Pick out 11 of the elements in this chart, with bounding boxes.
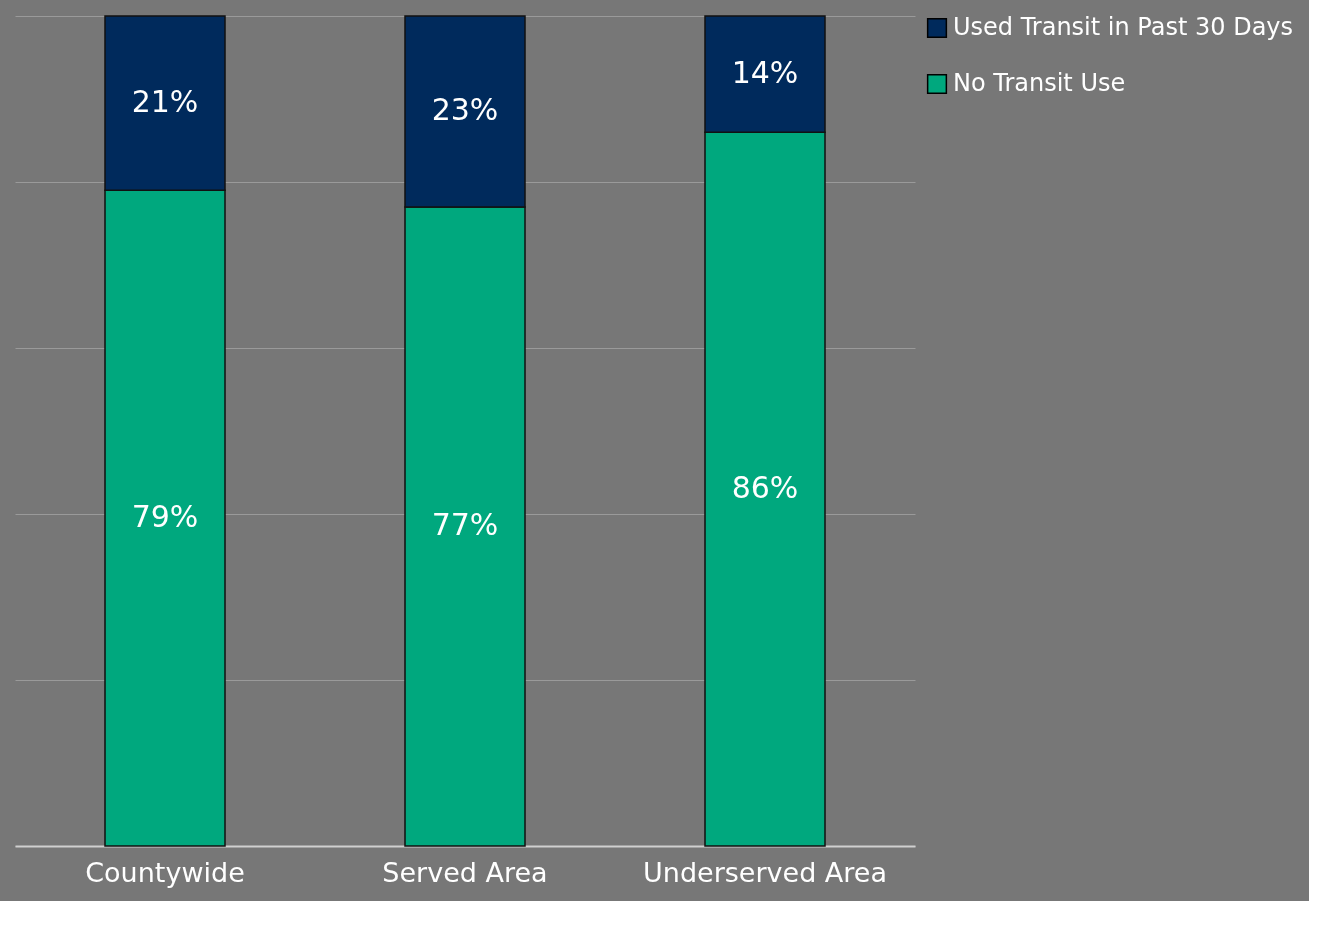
x-tick-label: Served Area [382, 856, 548, 888]
legend-label: Used Transit in Past 30 Days [953, 13, 1294, 41]
data-label: 23% [431, 92, 499, 128]
data-label: 21% [131, 84, 199, 120]
data-label: 86% [731, 470, 799, 506]
x-tick-label: Countywide [85, 856, 245, 888]
data-label: 14% [731, 55, 799, 91]
x-tick-label: Underserved Area [643, 856, 887, 888]
data-label: 77% [431, 507, 499, 543]
legend-label: No Transit Use [953, 69, 1126, 97]
data-label: 79% [131, 499, 199, 535]
